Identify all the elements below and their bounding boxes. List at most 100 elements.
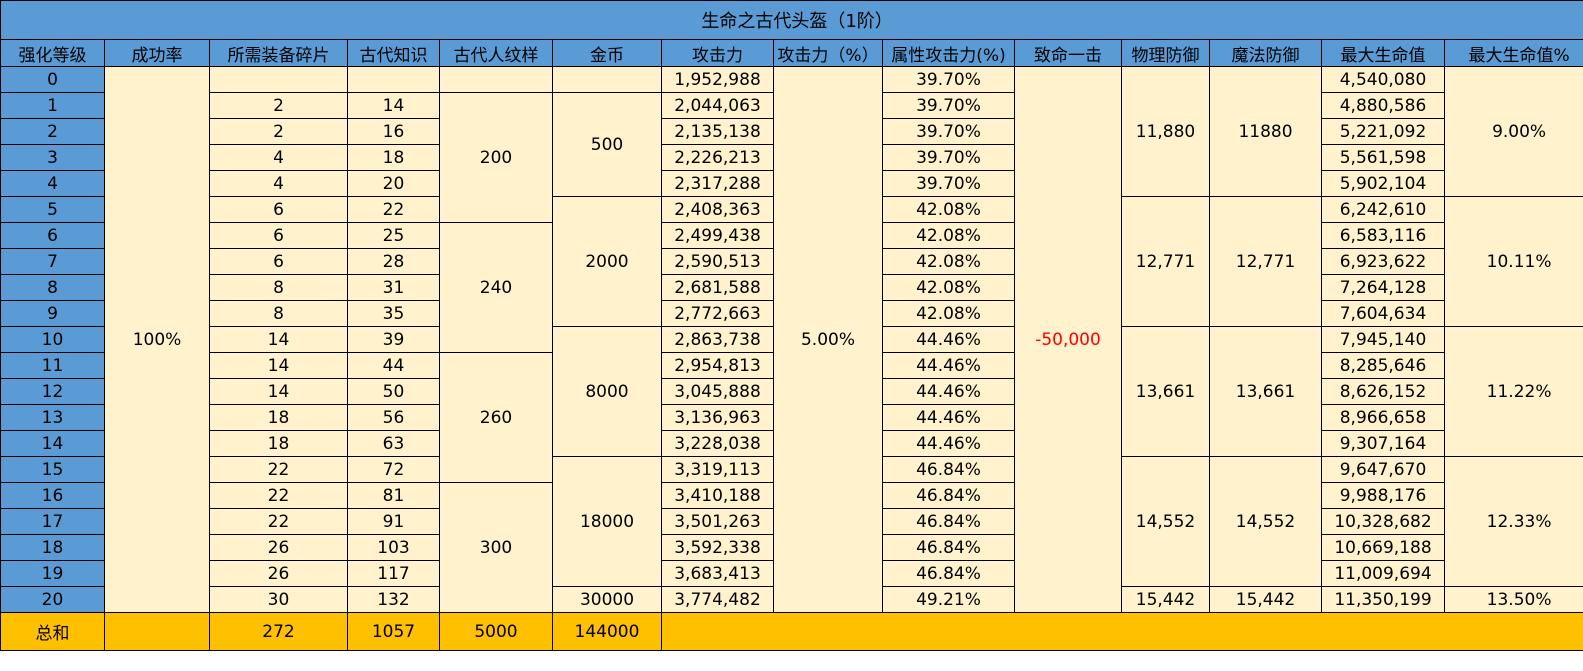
max-hp-cell[interactable]: 9,307,164 xyxy=(1321,430,1445,457)
header-cell[interactable]: 最大生命值 xyxy=(1321,39,1445,67)
level-cell[interactable]: 9 xyxy=(0,300,105,327)
level-cell[interactable]: 12 xyxy=(0,378,105,405)
attr-attack-cell[interactable]: 42.08% xyxy=(882,196,1015,223)
success-rate-cell[interactable]: 100% xyxy=(104,66,210,613)
gold-cell[interactable] xyxy=(552,66,662,93)
attr-attack-cell[interactable]: 44.46% xyxy=(882,378,1015,405)
knowledge-cell[interactable]: 22 xyxy=(347,196,440,223)
shards-cell[interactable]: 30 xyxy=(209,586,348,613)
attack-cell[interactable]: 2,863,738 xyxy=(661,326,774,353)
attr-attack-cell[interactable]: 42.08% xyxy=(882,248,1015,275)
attack-cell[interactable]: 2,772,663 xyxy=(661,300,774,327)
shards-cell[interactable]: 8 xyxy=(209,274,348,301)
max-hp-cell[interactable]: 8,285,646 xyxy=(1321,352,1445,379)
attack-cell[interactable]: 2,044,063 xyxy=(661,92,774,119)
level-cell[interactable]: 18 xyxy=(0,534,105,561)
attr-attack-cell[interactable]: 44.46% xyxy=(882,430,1015,457)
max-hp-cell[interactable]: 7,604,634 xyxy=(1321,300,1445,327)
knowledge-cell[interactable]: 56 xyxy=(347,404,440,431)
max-hp-cell[interactable]: 7,945,140 xyxy=(1321,326,1445,353)
level-cell[interactable]: 15 xyxy=(0,456,105,483)
level-cell[interactable]: 5 xyxy=(0,196,105,223)
shards-cell[interactable]: 14 xyxy=(209,378,348,405)
total-blank-cell[interactable] xyxy=(104,612,210,651)
pattern-cell[interactable]: 300 xyxy=(439,482,553,613)
attr-attack-cell[interactable]: 39.70% xyxy=(882,92,1015,119)
level-cell[interactable]: 16 xyxy=(0,482,105,509)
attack-cell[interactable]: 2,317,288 xyxy=(661,170,774,197)
header-cell[interactable]: 古代人纹样 xyxy=(439,39,553,67)
attack-cell[interactable]: 2,499,438 xyxy=(661,222,774,249)
attack-cell[interactable]: 3,045,888 xyxy=(661,378,774,405)
knowledge-cell[interactable]: 44 xyxy=(347,352,440,379)
attack-cell[interactable]: 2,408,363 xyxy=(661,196,774,223)
gold-cell[interactable]: 500 xyxy=(552,92,662,197)
max-hp-cell[interactable]: 5,902,104 xyxy=(1321,170,1445,197)
max-hp-pct-cell[interactable]: 10.11% xyxy=(1443,196,1583,327)
knowledge-cell[interactable]: 31 xyxy=(347,274,440,301)
shards-cell[interactable]: 4 xyxy=(209,170,348,197)
max-hp-cell[interactable]: 8,626,152 xyxy=(1321,378,1445,405)
level-cell[interactable]: 13 xyxy=(0,404,105,431)
max-hp-cell[interactable]: 4,880,586 xyxy=(1321,92,1445,119)
knowledge-cell[interactable]: 132 xyxy=(347,586,440,613)
knowledge-cell[interactable]: 50 xyxy=(347,378,440,405)
attr-attack-cell[interactable]: 49.21% xyxy=(882,586,1015,613)
shards-cell[interactable]: 6 xyxy=(209,222,348,249)
header-cell[interactable]: 金币 xyxy=(552,39,662,67)
attr-attack-cell[interactable]: 46.84% xyxy=(882,508,1015,535)
attack-cell[interactable]: 3,319,113 xyxy=(661,456,774,483)
header-cell[interactable]: 攻击力 xyxy=(661,39,774,67)
max-hp-pct-cell[interactable]: 13.50% xyxy=(1443,586,1583,613)
max-hp-cell[interactable]: 11,009,694 xyxy=(1321,560,1445,587)
header-cell[interactable]: 古代知识 xyxy=(347,39,440,67)
attack-cell[interactable]: 3,774,482 xyxy=(661,586,774,613)
level-cell[interactable]: 6 xyxy=(0,222,105,249)
shards-cell[interactable]: 26 xyxy=(209,560,348,587)
knowledge-cell[interactable]: 91 xyxy=(347,508,440,535)
level-cell[interactable]: 11 xyxy=(0,352,105,379)
mag-def-cell[interactable]: 15,442 xyxy=(1209,586,1322,613)
level-cell[interactable]: 8 xyxy=(0,274,105,301)
max-hp-cell[interactable]: 10,328,682 xyxy=(1321,508,1445,535)
attr-attack-cell[interactable]: 39.70% xyxy=(882,118,1015,145)
knowledge-cell[interactable] xyxy=(347,66,440,93)
level-cell[interactable]: 19 xyxy=(0,560,105,587)
mag-def-cell[interactable]: 13,661 xyxy=(1209,326,1322,457)
shards-cell[interactable]: 6 xyxy=(209,248,348,275)
shards-cell[interactable]: 26 xyxy=(209,534,348,561)
phys-def-cell[interactable]: 13,661 xyxy=(1121,326,1210,457)
attr-attack-cell[interactable]: 46.84% xyxy=(882,482,1015,509)
shards-cell[interactable]: 2 xyxy=(209,92,348,119)
attr-attack-cell[interactable]: 44.46% xyxy=(882,352,1015,379)
header-cell[interactable]: 属性攻击力(%) xyxy=(882,39,1015,67)
max-hp-cell[interactable]: 8,966,658 xyxy=(1321,404,1445,431)
mag-def-cell[interactable]: 14,552 xyxy=(1209,456,1322,587)
level-cell[interactable]: 14 xyxy=(0,430,105,457)
knowledge-cell[interactable]: 18 xyxy=(347,144,440,171)
pattern-cell[interactable]: 200 xyxy=(439,92,553,223)
shards-cell[interactable]: 14 xyxy=(209,352,348,379)
attr-attack-cell[interactable]: 39.70% xyxy=(882,170,1015,197)
knowledge-cell[interactable]: 63 xyxy=(347,430,440,457)
shards-cell[interactable]: 22 xyxy=(209,482,348,509)
attack-cell[interactable]: 1,952,988 xyxy=(661,66,774,93)
level-cell[interactable]: 7 xyxy=(0,248,105,275)
max-hp-cell[interactable]: 5,561,598 xyxy=(1321,144,1445,171)
level-cell[interactable]: 1 xyxy=(0,92,105,119)
header-cell[interactable]: 魔法防御 xyxy=(1209,39,1322,67)
max-hp-pct-cell[interactable]: 9.00% xyxy=(1443,66,1583,197)
pattern-cell[interactable]: 240 xyxy=(439,222,553,353)
knowledge-cell[interactable]: 117 xyxy=(347,560,440,587)
attack-cell[interactable]: 2,226,213 xyxy=(661,144,774,171)
max-hp-cell[interactable]: 7,264,128 xyxy=(1321,274,1445,301)
max-hp-cell[interactable]: 9,647,670 xyxy=(1321,456,1445,483)
phys-def-cell[interactable]: 14,552 xyxy=(1121,456,1210,587)
max-hp-cell[interactable]: 5,221,092 xyxy=(1321,118,1445,145)
header-cell[interactable]: 所需装备碎片 xyxy=(209,39,348,67)
knowledge-cell[interactable]: 14 xyxy=(347,92,440,119)
attr-attack-cell[interactable]: 44.46% xyxy=(882,326,1015,353)
pattern-cell[interactable]: 260 xyxy=(439,352,553,483)
max-hp-cell[interactable]: 9,988,176 xyxy=(1321,482,1445,509)
total-gold-cell[interactable]: 144000 xyxy=(552,612,662,651)
